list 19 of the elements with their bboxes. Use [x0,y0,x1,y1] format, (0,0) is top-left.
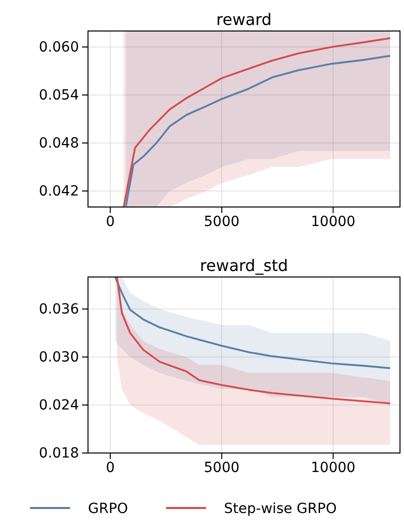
legend-label: Step-wise GRPO [224,501,337,517]
y-tick-label: 0.042 [38,183,79,200]
y-tick-label: 0.018 [38,445,79,462]
y-tick-label: 0.060 [38,39,79,56]
y-tick-label: 0.030 [38,349,79,366]
x-tick-label: 10000 [310,460,356,476]
x-tick-label: 5000 [204,460,240,476]
chart-title: reward_std [200,256,288,275]
x-tick-label: 0 [106,460,115,476]
line-series [114,277,392,370]
legend-label: GRPO [88,501,128,517]
x-tick-label: 0 [106,214,115,230]
y-tick-label: 0.048 [38,135,79,152]
y-tick-label: 0.024 [38,397,80,414]
y-tick-label: 0.036 [38,301,80,318]
x-tick-label: 5000 [204,214,240,230]
x-tick-label: 10000 [310,214,356,230]
y-tick-label: 0.054 [38,87,80,104]
chart-title: reward [216,10,272,29]
